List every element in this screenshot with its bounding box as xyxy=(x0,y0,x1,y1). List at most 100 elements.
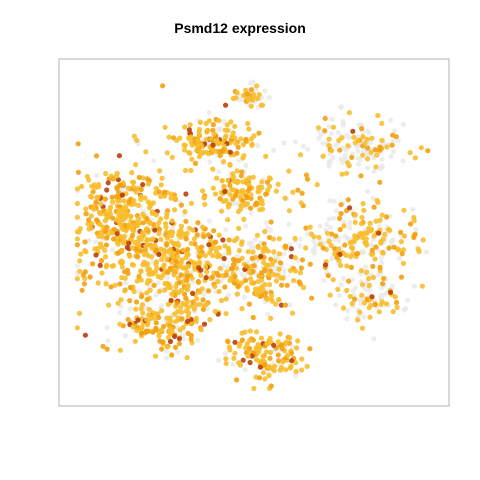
data-point-right-mid xyxy=(348,264,354,270)
data-point-left-center xyxy=(168,239,174,245)
data-point-right-mid xyxy=(320,245,326,251)
data-point-left-mass xyxy=(169,154,175,160)
data-point-top-center xyxy=(241,153,247,159)
data-point-left-mass xyxy=(147,200,153,206)
data-point-left-center xyxy=(156,288,163,294)
data-point-bottom-center xyxy=(230,361,236,367)
data-point-center xyxy=(317,241,323,247)
data-point-right-mid xyxy=(358,221,365,227)
data-point-right-mid xyxy=(354,235,360,241)
data-point-center-upper xyxy=(290,189,296,195)
data-point-upper-right xyxy=(400,121,406,127)
data-point-bottom-center xyxy=(266,364,272,370)
data-point-left-mass xyxy=(135,202,142,208)
data-point-lower-left xyxy=(169,291,175,297)
data-point-left-mass xyxy=(74,276,80,282)
data-point-left-mass xyxy=(151,282,157,288)
data-point-lower-left xyxy=(193,315,199,321)
data-point-left-mass xyxy=(140,182,146,188)
data-point-top-center xyxy=(182,147,188,153)
data-point-left-mass xyxy=(79,183,85,190)
data-points-group xyxy=(74,79,431,392)
data-point-left-mass xyxy=(83,211,89,217)
data-point-upper-right xyxy=(357,157,363,163)
data-point-center xyxy=(231,280,238,286)
data-point-upper-right xyxy=(425,148,431,154)
data-point-left-mass xyxy=(74,263,80,269)
data-point-upper-right xyxy=(339,171,345,177)
data-point-center-upper xyxy=(235,209,242,215)
data-point-left-center xyxy=(185,246,191,252)
data-point-left-center xyxy=(183,236,189,242)
data-point-top-center xyxy=(196,126,203,133)
data-point-bottom-center xyxy=(267,355,273,361)
data-point-center xyxy=(292,268,298,274)
data-point-right-mid xyxy=(297,243,303,249)
data-point-left-mass xyxy=(153,261,159,267)
data-point-left-center xyxy=(173,258,180,265)
data-point-right-mid xyxy=(397,255,403,261)
data-point-lower-right xyxy=(327,292,333,298)
data-point-center xyxy=(286,221,292,227)
data-point-bottom-center xyxy=(267,335,273,342)
data-point-lower-left xyxy=(176,341,182,347)
data-point-left-mass xyxy=(134,278,140,284)
data-point-center xyxy=(265,262,272,268)
data-point-center xyxy=(282,302,288,308)
data-point-bottom-center xyxy=(277,331,283,337)
data-point-lower-left xyxy=(184,355,190,361)
data-point-right-mid xyxy=(316,234,322,240)
data-point-upper-right xyxy=(359,126,365,132)
data-point-left-center xyxy=(216,245,222,251)
data-point-upper-right xyxy=(345,160,351,166)
data-point-top-center xyxy=(187,150,193,156)
data-point-top-center xyxy=(270,148,276,154)
data-point-lower-left xyxy=(79,287,85,293)
data-point-left-center xyxy=(201,291,207,297)
data-point-upper-right xyxy=(350,128,356,134)
data-point-left-mass xyxy=(168,191,174,197)
data-point-top-center xyxy=(235,144,241,150)
data-point-left-center xyxy=(212,283,218,289)
data-point-upper-right xyxy=(322,128,328,134)
data-point-lower-right xyxy=(366,275,372,282)
data-point-top-center xyxy=(225,127,231,133)
data-point-right-mid xyxy=(410,206,416,212)
data-point-upper-right xyxy=(375,112,381,119)
data-point-lower-right xyxy=(405,297,411,303)
data-point-bottom-center xyxy=(232,350,238,356)
data-point-lower-right xyxy=(361,300,367,306)
data-point-center xyxy=(249,255,255,261)
data-point-bottom-center xyxy=(279,365,285,371)
data-point-right-mid xyxy=(387,227,393,233)
data-point-center xyxy=(249,280,255,286)
data-point-bottom-center xyxy=(276,358,282,364)
data-point-center xyxy=(234,235,240,242)
data-point-right-mid xyxy=(411,218,417,224)
data-point-left-center xyxy=(203,264,209,270)
data-point-bottom-center xyxy=(275,339,281,345)
data-point-right-mid xyxy=(399,251,405,257)
data-point-left-mass xyxy=(131,198,137,204)
data-point-right-mid xyxy=(408,221,414,227)
data-point-bottom-center xyxy=(283,339,289,345)
data-point-center xyxy=(234,291,240,297)
data-point-left-center xyxy=(182,209,188,215)
data-point-bottom-center xyxy=(258,335,265,341)
data-point-bottom-center xyxy=(223,356,229,362)
data-point-right-mid xyxy=(331,198,337,204)
data-point-lower-right xyxy=(371,336,377,342)
data-point-center xyxy=(236,248,242,254)
data-point-center-upper xyxy=(248,195,254,201)
data-point-left-mass xyxy=(129,232,136,238)
data-point-top-center xyxy=(228,119,234,125)
data-point-right-mid xyxy=(371,233,377,239)
data-point-top-center xyxy=(241,142,247,148)
data-point-top-center xyxy=(227,149,233,155)
data-point-left-center xyxy=(212,308,218,314)
data-point-right-mid xyxy=(379,250,385,256)
data-point-left-center xyxy=(217,265,223,271)
data-point-left-center xyxy=(176,232,182,238)
data-point-upper-right xyxy=(367,139,373,145)
data-point-center-upper xyxy=(282,195,288,201)
